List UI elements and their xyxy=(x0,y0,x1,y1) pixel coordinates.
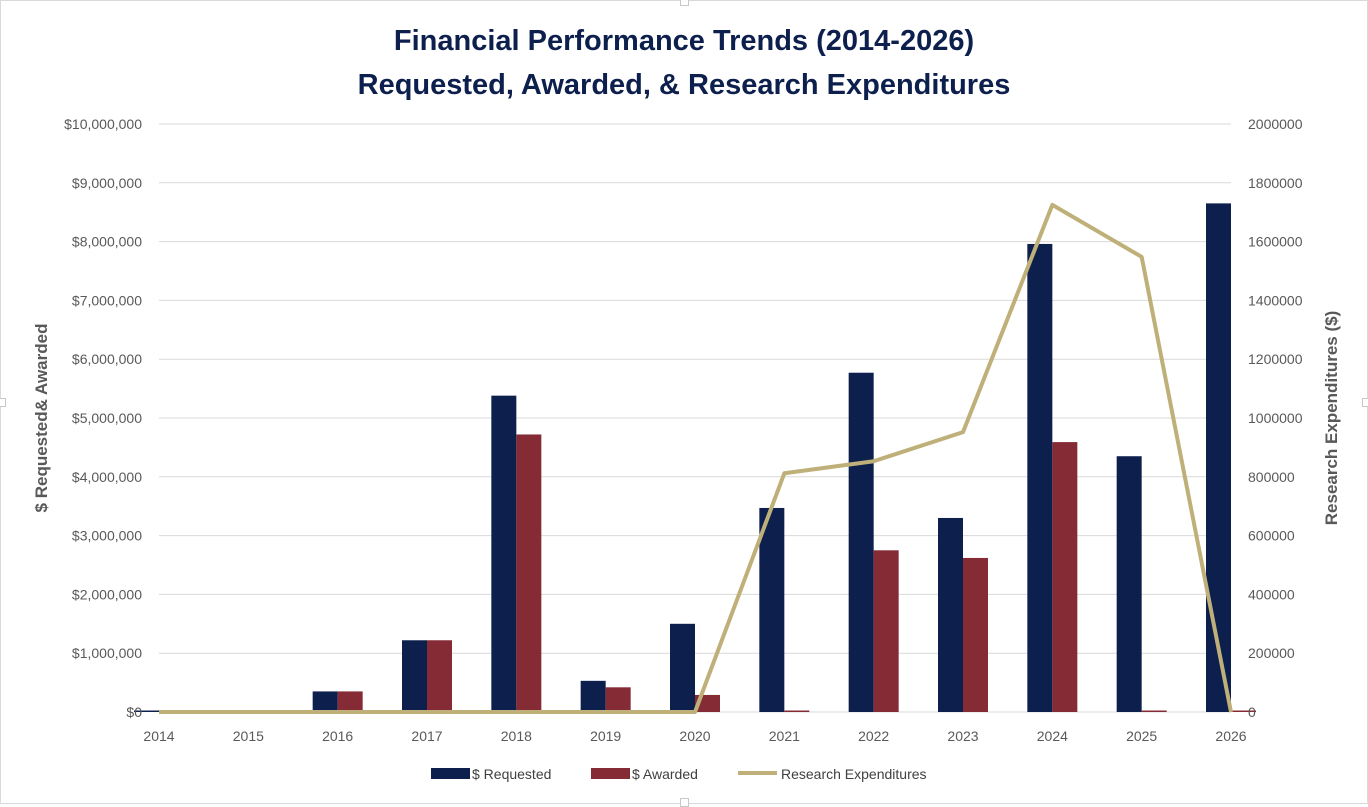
x-tick-label: 2023 xyxy=(947,728,978,744)
x-tick-label: 2024 xyxy=(1037,728,1068,744)
resize-handle-left[interactable] xyxy=(0,398,6,407)
right-tick-label: 0 xyxy=(1248,704,1256,720)
resize-handle-top[interactable] xyxy=(680,0,689,6)
awarded-bar xyxy=(427,640,452,712)
right-tick-label: 400000 xyxy=(1248,586,1295,602)
left-tick-label: $5,000,000 xyxy=(72,410,142,426)
awarded-bar xyxy=(337,691,363,712)
left-axis-title: $ Requested& Awarded xyxy=(32,324,51,513)
requested-bar xyxy=(848,372,874,712)
requested-bar xyxy=(491,395,517,712)
awarded-bar xyxy=(963,557,988,712)
legend-awarded: $ Awarded xyxy=(591,766,698,782)
chart-title-block: Financial Performance Trends (2014-2026)… xyxy=(1,19,1367,107)
requested-bar xyxy=(1027,243,1053,712)
right-tick-label: 1400000 xyxy=(1248,292,1303,308)
chart-subtitle: Requested, Awarded, & Research Expenditu… xyxy=(357,69,1011,101)
awarded-bar xyxy=(516,434,542,712)
legend-swatch xyxy=(431,768,470,779)
requested-bar xyxy=(580,680,606,712)
requested-bar xyxy=(759,507,785,712)
right-tick-label: 800000 xyxy=(1248,469,1295,485)
awarded-bar xyxy=(1052,442,1078,712)
awarded-bar xyxy=(1231,710,1256,712)
x-tick-label: 2026 xyxy=(1215,728,1246,744)
right-tick-label: 1200000 xyxy=(1248,351,1303,367)
requested-bar xyxy=(1206,203,1231,712)
right-tick-label: 2000000 xyxy=(1248,116,1303,132)
left-tick-label: $8,000,000 xyxy=(72,234,142,250)
right-tick-label: 600000 xyxy=(1248,528,1295,544)
x-axis-ticks: 2014 2015 2016 2017 2018 2019 2020 2021 2022 2023… xyxy=(143,728,1246,744)
awarded-bar xyxy=(1141,710,1167,712)
x-tick-label: 2016 xyxy=(322,728,353,744)
left-tick-label: $7,000,000 xyxy=(72,292,142,308)
x-tick-label: 2017 xyxy=(411,728,442,744)
left-tick-label: $2,000,000 xyxy=(72,586,142,602)
x-tick-label: 2020 xyxy=(679,728,710,744)
chart-title: Financial Performance Trends (2014-2026) xyxy=(393,25,975,57)
x-tick-label: 2022 xyxy=(858,728,889,744)
left-tick-label: $3,000,000 xyxy=(72,528,142,544)
requested-bar xyxy=(134,710,159,712)
requested-bar xyxy=(670,623,695,712)
right-tick-label: 1000000 xyxy=(1248,410,1303,426)
awarded-bar xyxy=(784,710,810,712)
right-tick-label: 1800000 xyxy=(1248,175,1303,191)
left-tick-label: $0 xyxy=(126,704,142,720)
x-tick-label: 2019 xyxy=(590,728,621,744)
right-axis-title: Research Expenditures ($) xyxy=(1322,311,1341,525)
legend-label: $ Requested xyxy=(472,766,551,782)
awarded-bar xyxy=(873,550,899,712)
resize-handle-right[interactable] xyxy=(1362,398,1368,407)
left-tick-label: $1,000,000 xyxy=(72,645,142,661)
left-tick-label: $9,000,000 xyxy=(72,175,142,191)
research-expenditures-line xyxy=(159,202,1233,714)
left-axis-ticks: $0 $1,000,000 $2,000,000 $3,000,000 $4,000,0… xyxy=(64,116,142,720)
x-tick-label: 2015 xyxy=(233,728,264,744)
x-tick-label: 2021 xyxy=(769,728,800,744)
x-tick-label: 2018 xyxy=(501,728,532,744)
legend-label: Research Expenditures xyxy=(781,766,927,782)
resize-handle-bottom[interactable] xyxy=(680,798,689,807)
requested-bar xyxy=(402,640,427,712)
right-tick-label: 200000 xyxy=(1248,645,1295,661)
bar-series xyxy=(134,203,1256,712)
awarded-bar xyxy=(605,687,631,712)
requested-bar xyxy=(1116,456,1142,712)
x-tick-label: 2025 xyxy=(1126,728,1157,744)
legend-label: $ Awarded xyxy=(632,766,698,782)
legend: $ Requested $ Awarded Research Expenditure… xyxy=(431,766,927,782)
right-tick-label: 1600000 xyxy=(1248,234,1303,250)
left-tick-label: $6,000,000 xyxy=(72,351,142,367)
x-tick-label: 2014 xyxy=(143,728,174,744)
line-series xyxy=(159,202,1233,714)
legend-requested: $ Requested xyxy=(431,766,551,782)
legend-research-expenditures: Research Expenditures xyxy=(738,766,927,782)
left-tick-label: $4,000,000 xyxy=(72,469,142,485)
right-axis-ticks: 0 200000 400000 600000 800000 1000000 1200000 1… xyxy=(1248,116,1303,720)
requested-bar xyxy=(312,691,338,712)
requested-bar xyxy=(938,517,963,712)
left-tick-label: $10,000,000 xyxy=(64,116,142,132)
legend-swatch xyxy=(591,768,630,779)
